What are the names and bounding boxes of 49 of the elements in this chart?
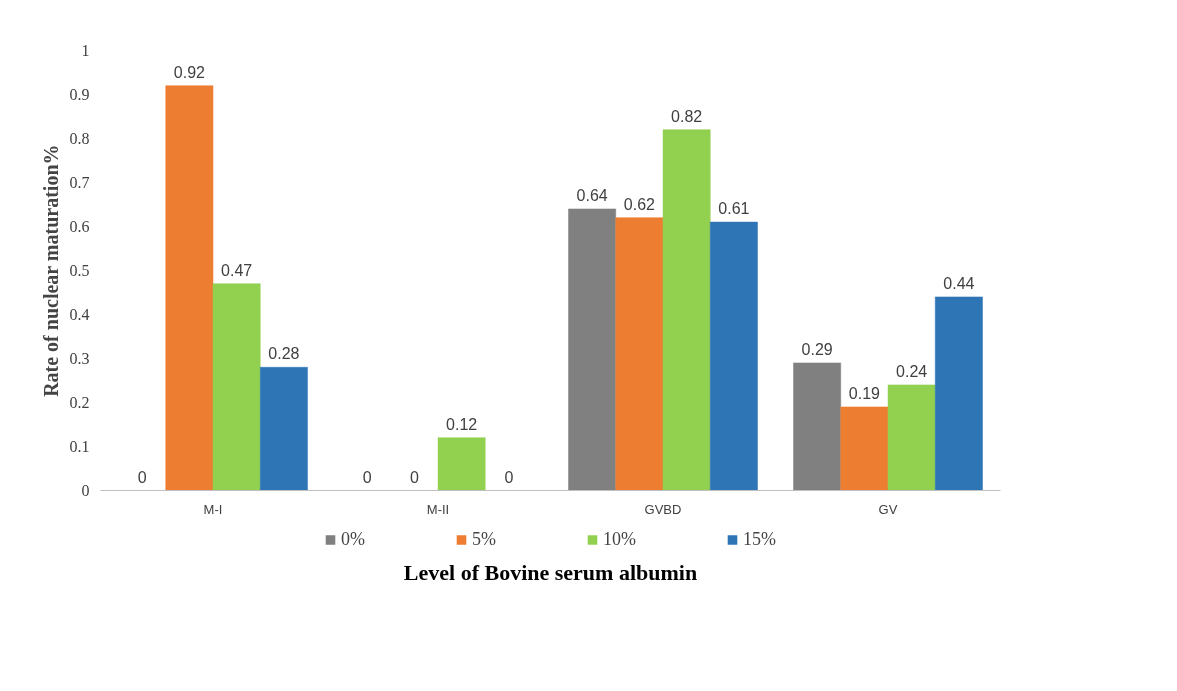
y-axis-title: Rate of nuclear maturation%	[39, 144, 62, 397]
y-tick-label: 0.2	[69, 394, 90, 411]
legend-label: 5%	[472, 528, 496, 550]
legend-label: 15%	[743, 528, 776, 550]
data-label: 0	[137, 468, 147, 486]
bar	[935, 296, 983, 491]
data-label: 0.19	[848, 384, 881, 402]
bar	[840, 406, 889, 491]
legend-label: 0%	[341, 528, 365, 550]
data-label: 0.28	[268, 345, 300, 363]
bar	[437, 437, 486, 491]
data-label: 0	[504, 468, 514, 486]
data-label: 0	[362, 468, 372, 486]
bar	[212, 283, 261, 491]
y-tick-label: 0.9	[69, 86, 90, 103]
x-axis-title: Level of Bovine serum albumin	[403, 559, 698, 585]
data-label: 0.82	[671, 107, 703, 125]
data-label: 0.61	[718, 200, 750, 218]
x-tick-label: M-II	[426, 501, 450, 517]
y-tick-label: 0	[81, 482, 90, 499]
y-tick-label: 0.5	[69, 262, 90, 279]
x-tick-label: GV	[878, 501, 898, 517]
y-tick-label: 0.4	[69, 306, 90, 323]
data-label: 0.44	[943, 274, 975, 292]
x-tick-label: M-I	[203, 501, 223, 517]
data-label: 0.12	[446, 415, 478, 433]
y-tick-label: 0.6	[69, 218, 90, 235]
y-tick-label: 0.7	[69, 174, 90, 191]
x-tick-label: GVBD	[644, 501, 682, 517]
bar	[887, 384, 936, 491]
data-label: 0.24	[896, 362, 928, 380]
bar	[568, 208, 616, 491]
bar	[662, 129, 711, 491]
bar	[165, 85, 214, 491]
y-tick-label: 0.3	[69, 350, 90, 367]
y-tick-label: 1	[81, 42, 90, 59]
data-label: 0.47	[221, 261, 253, 279]
y-tick-label: 0.8	[69, 130, 90, 147]
bar	[710, 221, 758, 491]
bar	[793, 362, 841, 491]
bar	[260, 367, 308, 491]
y-tick-label: 0.1	[69, 438, 90, 455]
data-label: 0.92	[173, 63, 206, 81]
legend-label: 10%	[603, 528, 636, 550]
data-label: 0	[409, 468, 419, 486]
data-label: 0.64	[576, 186, 608, 204]
bar	[615, 217, 664, 491]
data-label: 0.62	[623, 195, 656, 213]
data-label: 0.29	[801, 340, 833, 358]
